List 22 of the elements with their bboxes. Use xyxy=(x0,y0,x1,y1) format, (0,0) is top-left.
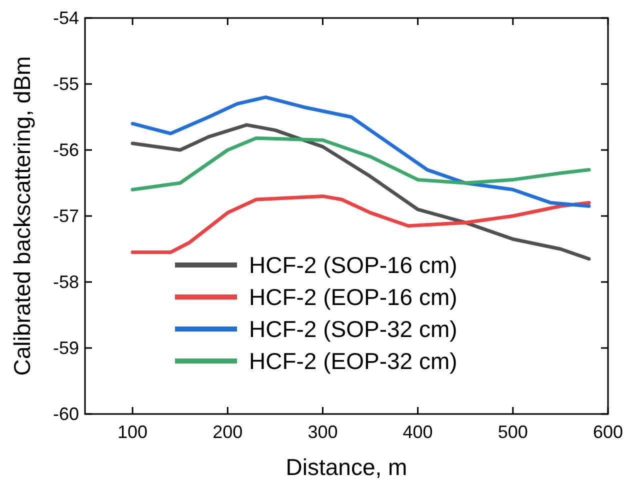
line-series xyxy=(130,194,591,254)
y-tick-label: -56 xyxy=(52,140,79,160)
y-tick-label: -59 xyxy=(52,338,79,358)
y-tick-label: -57 xyxy=(52,206,79,226)
y-tick-label: -58 xyxy=(52,272,79,292)
x-tick-label: 300 xyxy=(308,422,338,442)
y-tick-label: -54 xyxy=(52,8,79,28)
x-tick-label: 400 xyxy=(402,422,433,442)
line-series xyxy=(130,95,591,208)
x-tick-label: 600 xyxy=(592,422,624,442)
legend-label: HCF-2 (SOP-32 cm) xyxy=(249,316,458,342)
legend-label: HCF-2 (EOP-32 cm) xyxy=(249,348,458,374)
y-tick-label: -55 xyxy=(52,74,79,94)
x-tick-label: 100 xyxy=(118,422,148,442)
y-tick-label: -60 xyxy=(52,404,79,424)
x-tick-label: 200 xyxy=(212,422,243,442)
y-axis-title: Calibrated backscattering, dBm xyxy=(9,56,35,376)
legend-label: HCF-2 (EOP-16 cm) xyxy=(249,284,458,310)
x-axis-title: Distance, m xyxy=(286,454,408,480)
legend-label: HCF-2 (SOP-16 cm) xyxy=(249,252,458,278)
x-tick-label: 500 xyxy=(498,422,528,442)
line-series xyxy=(130,136,591,192)
